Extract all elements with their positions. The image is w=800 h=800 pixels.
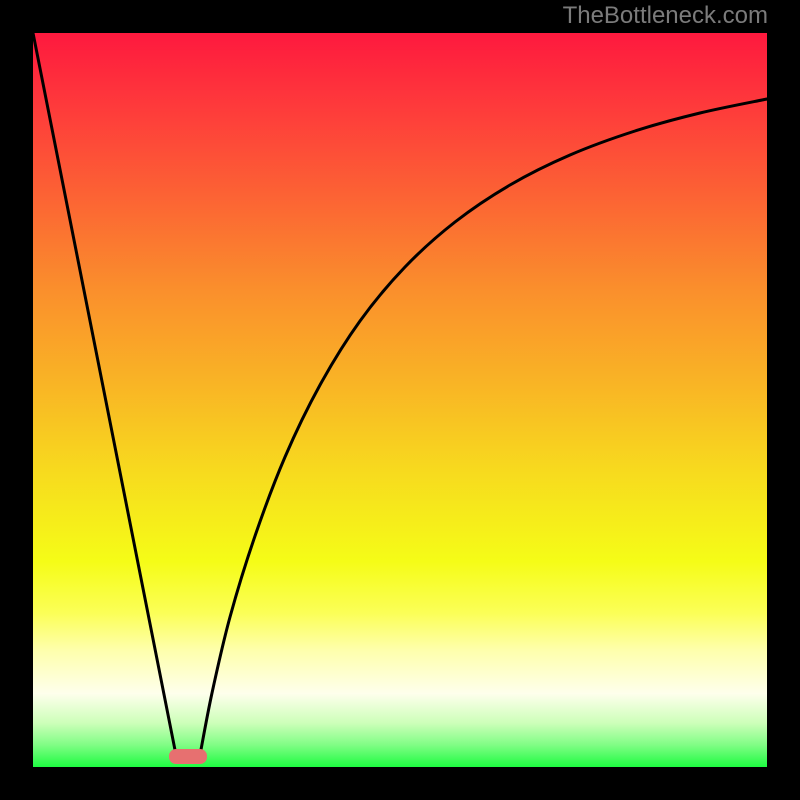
chart-container: TheBottleneck.com [0, 0, 800, 800]
gradient-background [33, 33, 767, 767]
watermark-text: TheBottleneck.com [563, 2, 768, 30]
minimum-marker [169, 749, 207, 764]
